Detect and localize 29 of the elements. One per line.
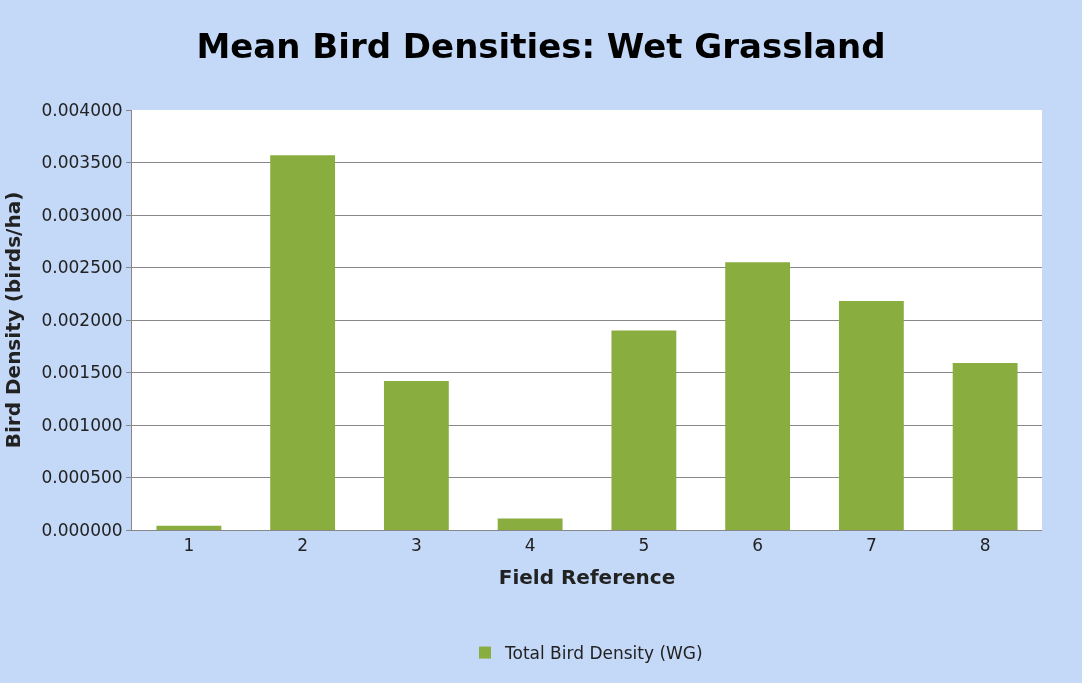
y-tick-label: 0.001500 [41, 362, 123, 383]
bar [270, 155, 336, 530]
x-tick-label: 1 [183, 535, 195, 556]
bar [838, 301, 904, 530]
x-tick-label: 7 [865, 535, 877, 556]
x-tick-label: 2 [297, 535, 309, 556]
y-tick-label: 0.002500 [41, 257, 123, 278]
y-tick-label: 0.002000 [41, 309, 123, 330]
y-tick-label: 0.003500 [41, 152, 123, 173]
x-tick-label: 6 [752, 535, 764, 556]
bar [611, 330, 677, 530]
x-tick-label: 4 [524, 535, 536, 556]
y-tick-label: 0.001000 [41, 414, 123, 435]
y-tick-label: 0.000500 [41, 467, 123, 488]
x-tick-label: 5 [638, 535, 650, 556]
x-tick-label: 8 [979, 535, 991, 556]
y-tick-label: 0.003000 [41, 204, 123, 225]
bar [156, 525, 222, 530]
y-tick-label: 0.004000 [41, 99, 123, 120]
chart-title: Mean Bird Densities: Wet Grassland [196, 25, 886, 66]
bar [952, 363, 1018, 530]
bar [383, 380, 449, 530]
bar [725, 262, 791, 530]
bar [497, 518, 563, 530]
legend-label: Total Bird Density (WG) [504, 643, 703, 664]
x-axis-title: Field Reference [498, 564, 676, 589]
x-tick-label: 3 [410, 535, 422, 556]
y-axis-title: Bird Density (birds/ha) [0, 191, 25, 449]
y-tick-label: 0.000000 [41, 519, 123, 540]
